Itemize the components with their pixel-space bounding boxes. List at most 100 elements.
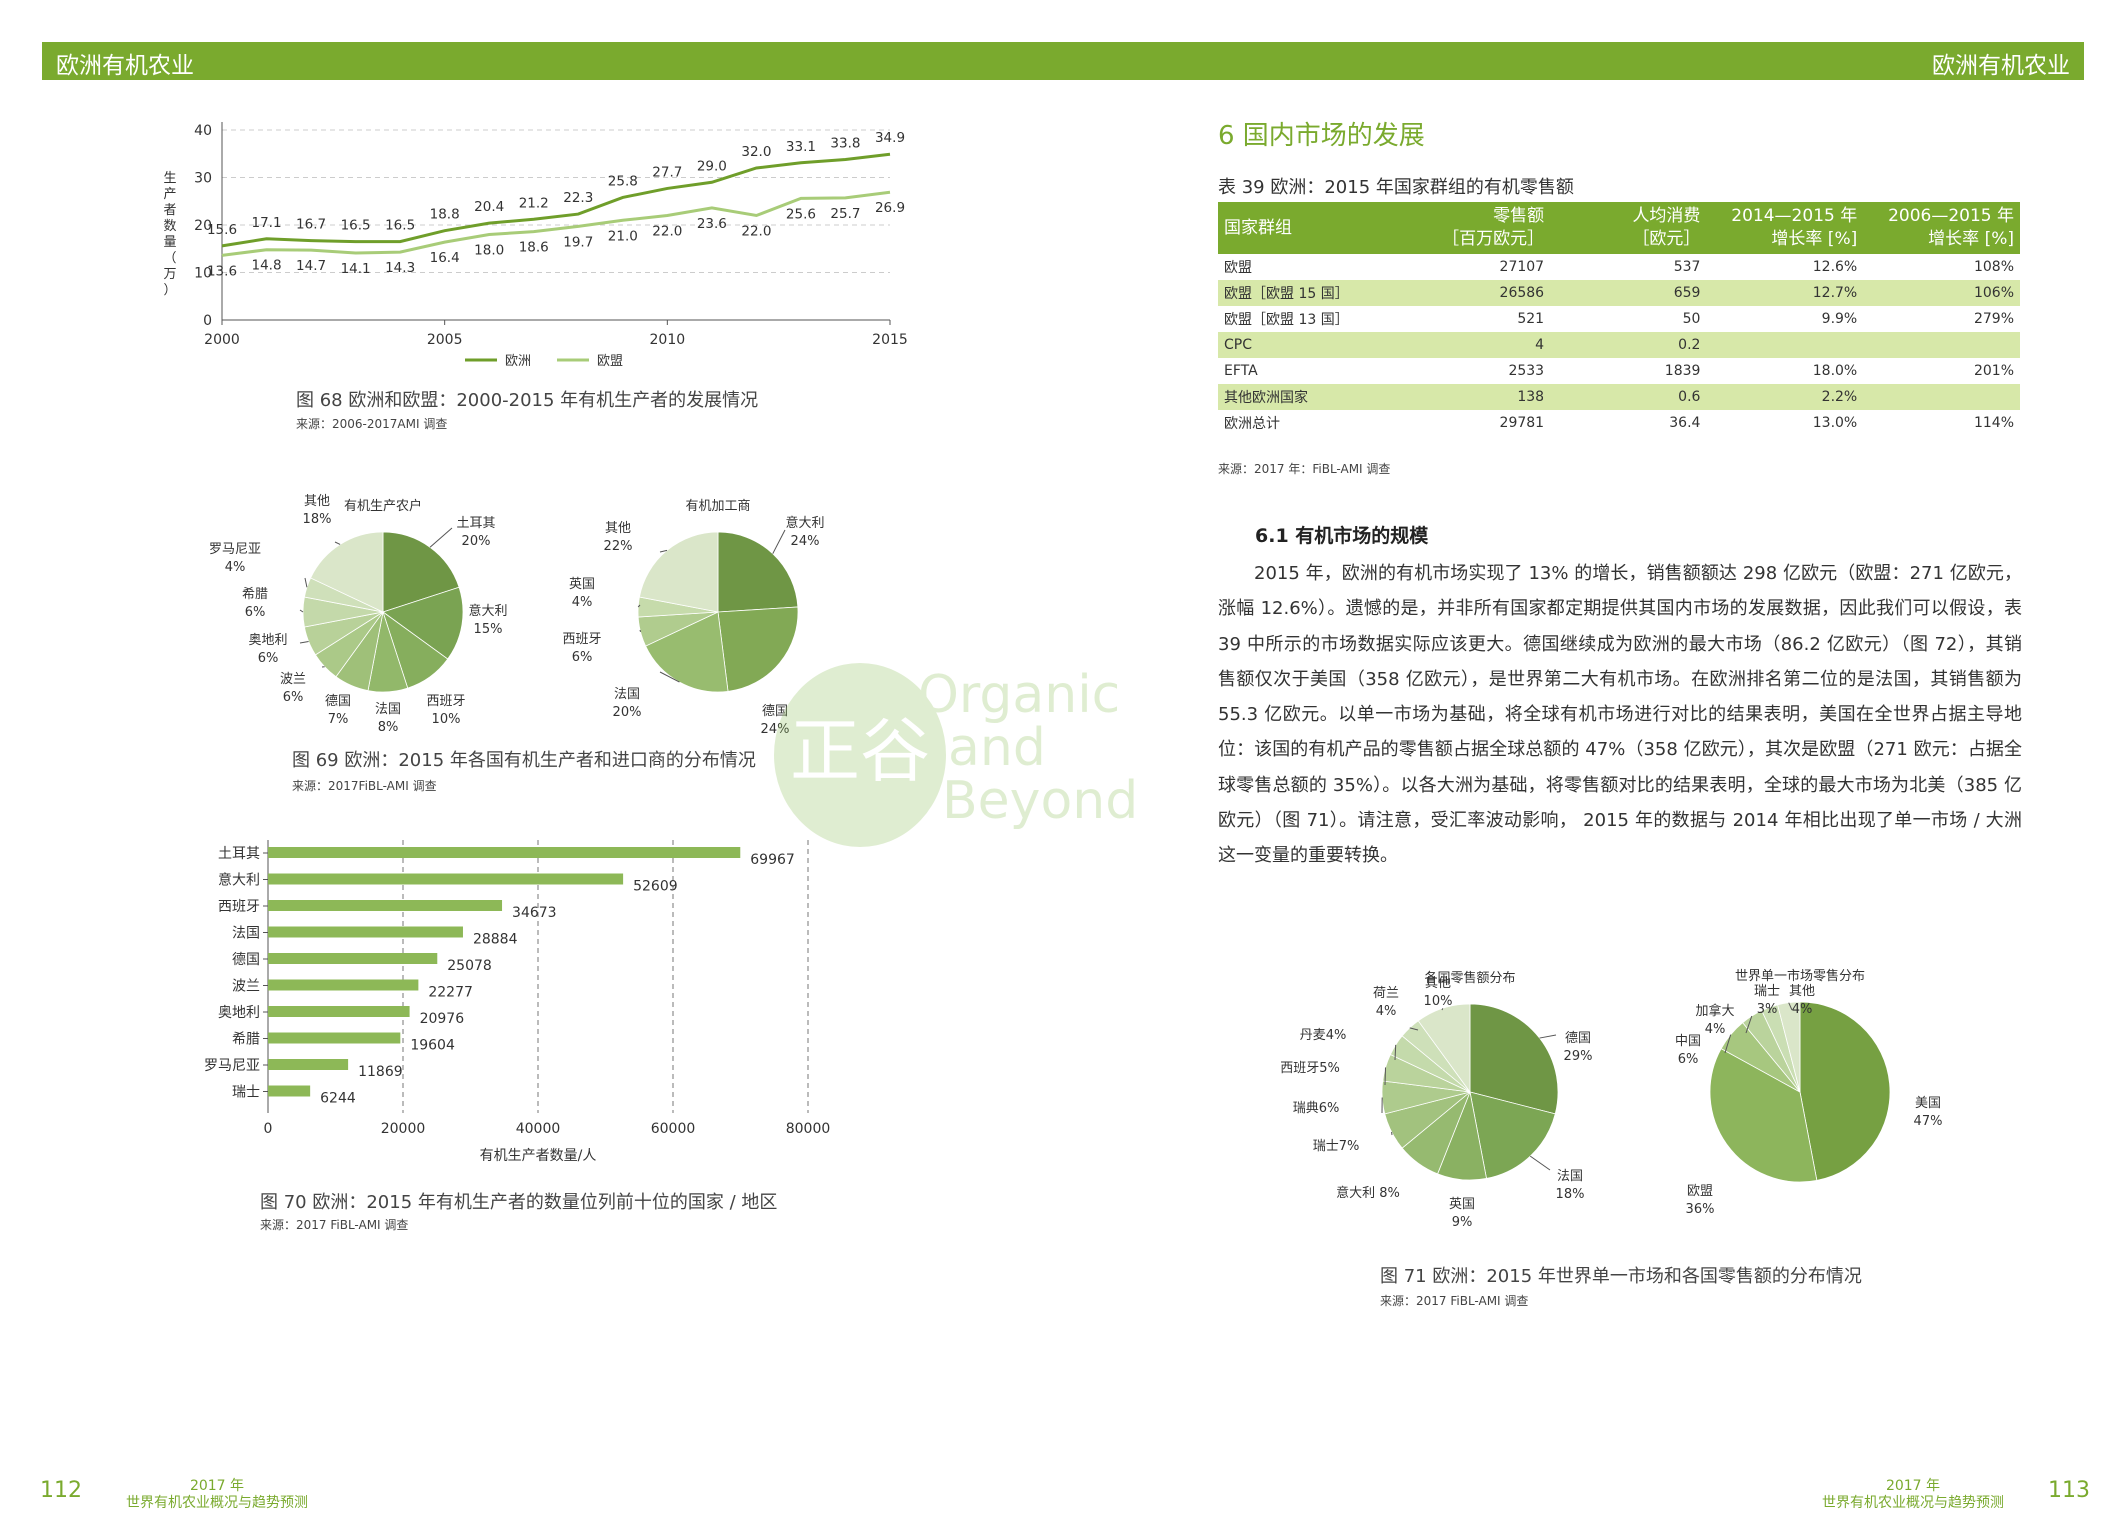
fig71b-label-1: 美国 — [1915, 1096, 1941, 1111]
fig69a-pct-9: 4% — [225, 560, 246, 575]
right-footer-book: 世界有机农业概况与趋势预测 — [1822, 1495, 2004, 1511]
fig71a-leader-10 — [1441, 1008, 1444, 1011]
value-label: 28884 — [473, 932, 518, 948]
table-cell: 13.0% — [1812, 415, 1858, 431]
x-tick-label: 40000 — [516, 1121, 561, 1137]
table-cell: 9.9% — [1821, 311, 1858, 327]
y-axis-label-char: 者 — [163, 203, 176, 218]
fig69b-leader-5 — [637, 604, 641, 608]
fig69a-pct-6: 6% — [283, 690, 304, 705]
fig69b-label-1: 意大利 — [785, 515, 824, 531]
fig69b-label-5: 英国 — [569, 577, 595, 592]
fig71a-pct-9: 4% — [1376, 1004, 1397, 1019]
table-header-row: 国家群组 零售额 ［百万欧元］ 人均消费 ［欧元］ 2014—2015 年增长率 [… — [1218, 202, 2020, 254]
table-cell: 26586 — [1412, 280, 1551, 306]
subsection-heading: 6.1 有机市场的规模 — [1255, 525, 1429, 547]
fig69b-label-2: 德国 — [762, 704, 788, 719]
data-label: 29.0 — [697, 158, 727, 174]
fig69a-pct-7: 6% — [258, 651, 279, 666]
table-cell: 138 — [1412, 384, 1551, 410]
bar — [268, 900, 503, 911]
fig71b-leader-4 — [1745, 1015, 1753, 1034]
fig69a-title: 有机生产农户 — [344, 498, 422, 514]
series-line-2 — [221, 190, 891, 257]
table-cell: 1839 — [1664, 363, 1701, 379]
fig69a-label-7: 奥地利 — [248, 633, 287, 648]
bar — [268, 847, 741, 858]
table-cell: 27107 — [1499, 259, 1545, 275]
value-label: 69967 — [750, 852, 795, 868]
fig68-source: 来源：2006-2017AMI 调查 — [296, 417, 448, 431]
fig71a-label-8: 丹麦4% — [1300, 1028, 1347, 1043]
x-tick-label: 80000 — [786, 1121, 831, 1137]
table-row: 欧洲总计 29781 36.4 13.0% 114% — [1218, 410, 2020, 436]
data-label: 15.6 — [207, 222, 237, 238]
data-label: 16.5 — [385, 218, 415, 234]
data-label: 27.7 — [652, 164, 682, 180]
fig69b-slice-3 — [645, 611, 729, 693]
x-tick-label: 2000 — [204, 332, 240, 348]
th-growth-1415: 2014—2015 年增长率 [%] — [1706, 202, 1864, 254]
value-label: 34673 — [512, 905, 557, 921]
right-page-number: 113 — [2048, 1478, 2090, 1503]
table-cell: 2.2% — [1706, 384, 1864, 410]
fig71a-pct-10: 10% — [1424, 994, 1453, 1009]
y-axis-label-char: 生 — [163, 171, 176, 186]
fig71b-pct-2: 36% — [1686, 1202, 1715, 1217]
fig69a-label-9: 罗马尼亚 — [209, 542, 261, 557]
watermark-logo: 正谷 Organic and Beyond — [774, 663, 1138, 847]
category-label: 波兰 — [232, 979, 260, 995]
data-label: 25.6 — [786, 206, 816, 222]
table-cell: 欧洲总计 — [1224, 416, 1280, 432]
fig71a-label-2: 法国 — [1557, 1169, 1583, 1184]
fig69a-label-2: 意大利 — [468, 603, 507, 619]
table-cell — [1863, 384, 2020, 410]
fig68-caption: 图 68 欧洲和欧盟：2000-2015 年有机生产者的发展情况 — [296, 390, 759, 411]
table-cell: 106% — [1863, 280, 2020, 306]
table-title: 表 39 欧洲：2015 年国家群组的有机零售额 — [1218, 177, 1574, 198]
bar — [268, 1006, 410, 1017]
fig69b-pct-4: 6% — [572, 650, 593, 665]
data-label: 32.0 — [741, 144, 771, 160]
fig71a-label-1: 德国 — [1565, 1031, 1591, 1046]
fig71b-pct-1: 47% — [1914, 1114, 1943, 1129]
fig70-source: 来源：2017 FiBL-AMI 调查 — [260, 1218, 409, 1232]
fig71b-leader-3 — [1724, 1034, 1732, 1054]
table-row: 欧盟 27107 537 12.6% 108% — [1218, 254, 2020, 280]
table-row: 其他欧洲国家 138 0.6 2.2% — [1218, 384, 2020, 410]
legend-label-2: 欧盟 — [597, 354, 623, 369]
value-label: 52609 — [633, 879, 678, 895]
th-growth-0615: 2006—2015 年增长率 [%] — [1863, 202, 2020, 254]
category-label: 意大利 — [218, 872, 260, 889]
table-cell: 50 — [1682, 311, 1701, 327]
table-cell: 18.0% — [1812, 363, 1858, 379]
y-axis-label-char: （ — [163, 251, 176, 266]
y-tick-label: 10 — [194, 266, 212, 282]
fig69b-slice-1 — [717, 531, 799, 613]
fig69b-label-6: 其他 — [605, 521, 631, 536]
table-cell: 279% — [1973, 311, 2014, 327]
data-label: 14.8 — [252, 258, 282, 274]
data-label: 26.9 — [875, 200, 905, 216]
fig71a-label-4: 意大利 8% — [1336, 1185, 1400, 1201]
watermark-line-1: Organic — [918, 665, 1120, 725]
value-label: 25078 — [447, 958, 492, 974]
header-right-title: 欧洲有机农业 — [1932, 53, 2070, 79]
fig69b-title: 有机加工商 — [685, 499, 750, 514]
data-label: 21.0 — [608, 228, 638, 244]
table-cell — [1863, 332, 2020, 358]
header-left-title: 欧洲有机农业 — [56, 53, 194, 79]
fig71a-leader-9 — [1409, 1027, 1419, 1031]
y-tick-label: 20 — [194, 218, 212, 234]
x-axis-label: 有机生产者数量/人 — [480, 1148, 597, 1164]
fig71b-label-4: 加拿大 — [1695, 1003, 1734, 1019]
y-axis-label-char: 万 — [163, 267, 176, 282]
table-cell: 29781 — [1499, 415, 1545, 431]
fig71a-label-6: 瑞典6% — [1293, 1101, 1340, 1116]
fig69a-leader-7 — [299, 640, 309, 644]
fig69b-slice-2 — [717, 606, 799, 692]
table-cell: 659 — [1550, 280, 1707, 306]
watermark-line-3: Beyond — [942, 771, 1138, 831]
value-label: 19604 — [410, 1038, 455, 1054]
left-footer-book: 世界有机农业概况与趋势预测 — [126, 1495, 308, 1511]
